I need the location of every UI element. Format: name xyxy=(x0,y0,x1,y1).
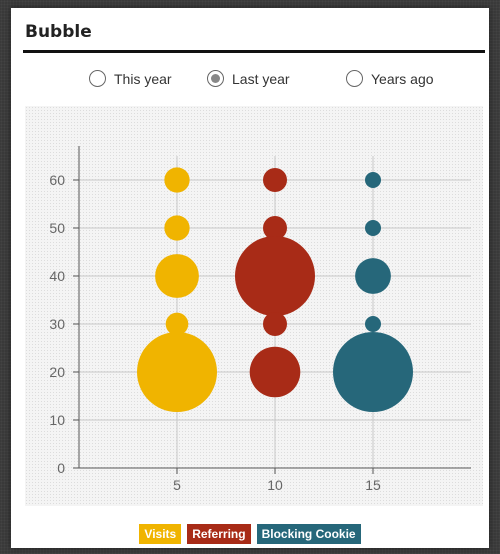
y-tick-label: 40 xyxy=(49,268,65,284)
y-tick-label: 50 xyxy=(49,220,65,236)
period-radio-group: This year Last year Years ago xyxy=(11,70,489,100)
y-tick-label: 60 xyxy=(49,172,65,188)
x-tick-label: 15 xyxy=(365,477,381,493)
radio-this-year[interactable]: This year xyxy=(89,70,172,87)
radio-last-year[interactable]: Last year xyxy=(207,70,290,87)
panel-title: Bubble xyxy=(25,22,92,42)
bubble-blocking-cookie xyxy=(365,316,381,332)
radio-label: This year xyxy=(114,70,172,87)
bubble-blocking-cookie xyxy=(365,220,381,236)
y-tick-label: 30 xyxy=(49,316,65,332)
radio-label: Years ago xyxy=(371,70,434,87)
bubble-referring xyxy=(249,346,301,398)
bubble-visits xyxy=(165,312,189,336)
legend-item-referring[interactable]: Referring xyxy=(187,524,251,544)
radio-years-ago[interactable]: Years ago xyxy=(346,70,434,87)
bubble-blocking-cookie xyxy=(365,172,381,188)
bubble-panel: Bubble This year Last year Years ago 0 10… xyxy=(11,8,489,548)
bubble-visits xyxy=(137,332,217,412)
y-tick-label: 10 xyxy=(49,412,65,428)
bubble-visits xyxy=(155,254,199,298)
bubble-blocking-cookie xyxy=(333,332,413,412)
bubble-visits xyxy=(164,167,190,193)
bubble-referring xyxy=(235,236,315,316)
bubble-chart: 0 10 20 30 40 50 60 5 10 15 xyxy=(49,146,471,493)
radio-circle-icon[interactable] xyxy=(89,70,106,87)
y-tick-label: 20 xyxy=(49,364,65,380)
bubble-blocking-cookie xyxy=(355,258,391,294)
x-tick-label: 5 xyxy=(173,477,181,493)
bubble-visits xyxy=(164,215,190,241)
x-tick-label: 10 xyxy=(267,477,283,493)
legend-item-visits[interactable]: Visits xyxy=(139,524,182,544)
bubble-referring xyxy=(263,216,287,240)
radio-label: Last year xyxy=(232,70,290,87)
title-divider xyxy=(23,50,485,53)
chart-area: 0 10 20 30 40 50 60 5 10 15 xyxy=(25,106,483,506)
radio-circle-icon[interactable] xyxy=(207,70,224,87)
bubble-referring xyxy=(263,312,287,336)
legend-item-blocking-cookie[interactable]: Blocking Cookie xyxy=(256,524,361,544)
y-tick-label: 0 xyxy=(57,460,65,476)
legend: Visits Referring Blocking Cookie xyxy=(11,524,489,546)
radio-circle-icon[interactable] xyxy=(346,70,363,87)
bubble-referring xyxy=(263,168,287,192)
